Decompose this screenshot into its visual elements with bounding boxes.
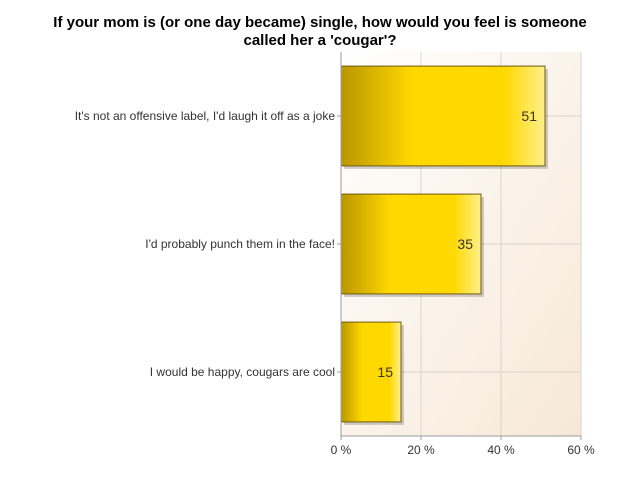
chart-title-line-2: called her a 'cougar'? (243, 32, 397, 49)
bars (340, 65, 548, 425)
labels: 51 It's not an offensive label, I'd laugh… (75, 108, 595, 457)
bar-value-label: 51 (521, 108, 537, 124)
category-label: I'd probably punch them in the face! (145, 237, 335, 251)
bar (340, 321, 402, 423)
chart-title: If your mom is (or one day became) singl… (0, 14, 640, 50)
x-tick-label: 20 % (407, 443, 435, 457)
category-label: It's not an offensive label, I'd laugh i… (75, 109, 336, 123)
bar (340, 65, 546, 167)
axes (337, 52, 582, 440)
x-tick-label: 40 % (487, 443, 515, 457)
chart-title-line-1: If your mom is (or one day became) singl… (53, 14, 587, 31)
x-tick-label: 60 % (567, 443, 595, 457)
x-tick-label: 0 % (331, 443, 352, 457)
category-label: I would be happy, cougars are cool (150, 365, 335, 379)
bar-value-label: 35 (457, 236, 473, 252)
bar (340, 193, 482, 295)
bar-value-label: 15 (377, 364, 393, 380)
